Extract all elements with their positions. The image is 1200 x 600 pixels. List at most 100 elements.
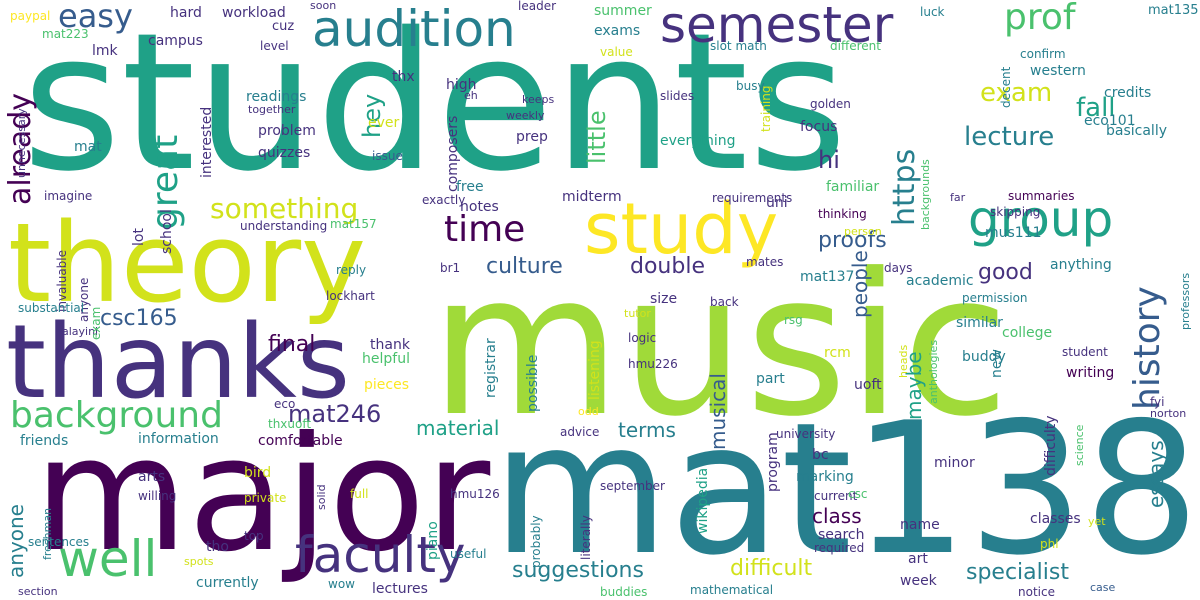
word-science: science [1073,424,1086,466]
word-keeps: keeps [522,93,555,106]
word-fall: fall [1076,93,1116,123]
word-pieces: pieces [364,377,409,393]
word-understanding: understanding [240,219,328,233]
word-issue: issue [372,149,403,163]
word-anthologies: anthologies [927,339,940,404]
word-quizzes: quizzes [258,145,311,161]
word-classes: classes [1030,511,1081,527]
word-study: study [584,188,779,270]
word-program: program [765,432,781,492]
word-summaries: summaries [1008,189,1075,203]
word-decent: decent [999,66,1013,108]
word-ever: ever [368,115,400,131]
word-summer: summer [594,3,652,19]
word-back: back [710,295,739,309]
word-focus: focus [800,119,838,135]
word-case: case [1090,581,1116,594]
word-final: final [268,332,316,357]
word-norton: norton [1150,407,1187,420]
word-fyi: fyi [1150,395,1165,409]
word-bird: bird [244,465,272,481]
word-specialist: specialist [966,560,1069,585]
word-everything: everything [660,133,736,149]
word-helpful: helpful [362,351,410,367]
word-mat: mat [74,139,102,155]
word-tutor: tutor [624,307,651,320]
word-lot: lot [131,228,147,246]
word-information: information [138,431,219,447]
word-heads: heads [897,344,910,378]
word-difficult: difficult [730,556,813,581]
word-eh: eh [464,89,478,102]
word-notes: notes [460,199,499,215]
word-uoft: uoft [854,377,882,393]
word-soon: soon [310,0,337,12]
word-midterm: midterm [562,189,622,205]
word-different: different [830,39,881,53]
word-csc: csc [848,487,868,501]
word-campus: campus [148,33,203,49]
word-similar: similar [956,315,1003,331]
word-terms: terms [618,418,676,442]
word-lockhart: lockhart [326,289,375,303]
word-university: university [776,427,836,441]
word-anything: anything [1050,257,1112,273]
word-hi: hi [818,146,840,174]
word-faculty: faculty [295,526,466,584]
word-mat157: mat157 [330,217,377,231]
word-bc: bc [812,447,829,463]
word-substantial: substantial [18,301,85,315]
word-group: group [968,190,1114,248]
word-name: name [900,517,940,533]
word-essays: essays [1144,440,1168,508]
word-mates: mates [746,255,784,269]
word-rsg: rsg [784,313,803,327]
word-lecture: lecture [964,122,1055,152]
word-mat135: mat135 [1148,3,1199,18]
word-freshman: freshman [41,507,54,560]
word-level: level [260,39,289,53]
word-phl: phl [1040,537,1059,551]
word-mat137: mat137 [800,269,855,285]
word-eco101: eco101 [1084,113,1136,129]
word-slides: slides [660,89,695,103]
word-exam: exam [980,78,1053,108]
word-leader: leader [518,0,557,13]
word-buddies: buddies [600,585,648,599]
word-current: current [814,489,858,503]
word-wow: wow [328,577,355,591]
word-art: art [908,551,928,567]
word-golden: golden [810,97,851,111]
word-odd: odd [578,405,599,418]
word-difficulty: difficulty [1043,415,1059,476]
word-thank: thank [370,337,410,353]
word-hard: hard [170,5,202,21]
word-top: top [244,529,264,543]
word-rcm: rcm [824,345,851,361]
word-academic: academic [906,273,974,289]
word-private: private [244,491,287,505]
word-together: together [248,103,296,116]
word-nalayini: nalayini [55,325,99,338]
word-music: music [430,232,1010,460]
word-well: well [58,530,158,588]
word-school: school [159,209,175,254]
word-arts: arts [138,469,166,485]
word-lectures: lectures [372,581,428,597]
word-unnecessary: unnecessary [15,108,28,178]
word-thx: thx [392,69,415,85]
word-major: major [34,403,491,587]
word-suggestions: suggestions [512,558,644,583]
word-sentences: sentences [28,535,90,549]
word-part: part [756,371,785,387]
word-mat246: mat246 [288,400,382,428]
word-college: college [1002,325,1053,341]
word-br1: br1 [440,261,461,275]
word-cuz: cuz [272,19,295,34]
word-yet: yet [1088,515,1106,528]
word-marking: marking [796,469,854,485]
word-thxuoft: thxuoft [268,417,312,431]
word-spots: spots [184,555,214,568]
word-full: full [350,487,369,501]
